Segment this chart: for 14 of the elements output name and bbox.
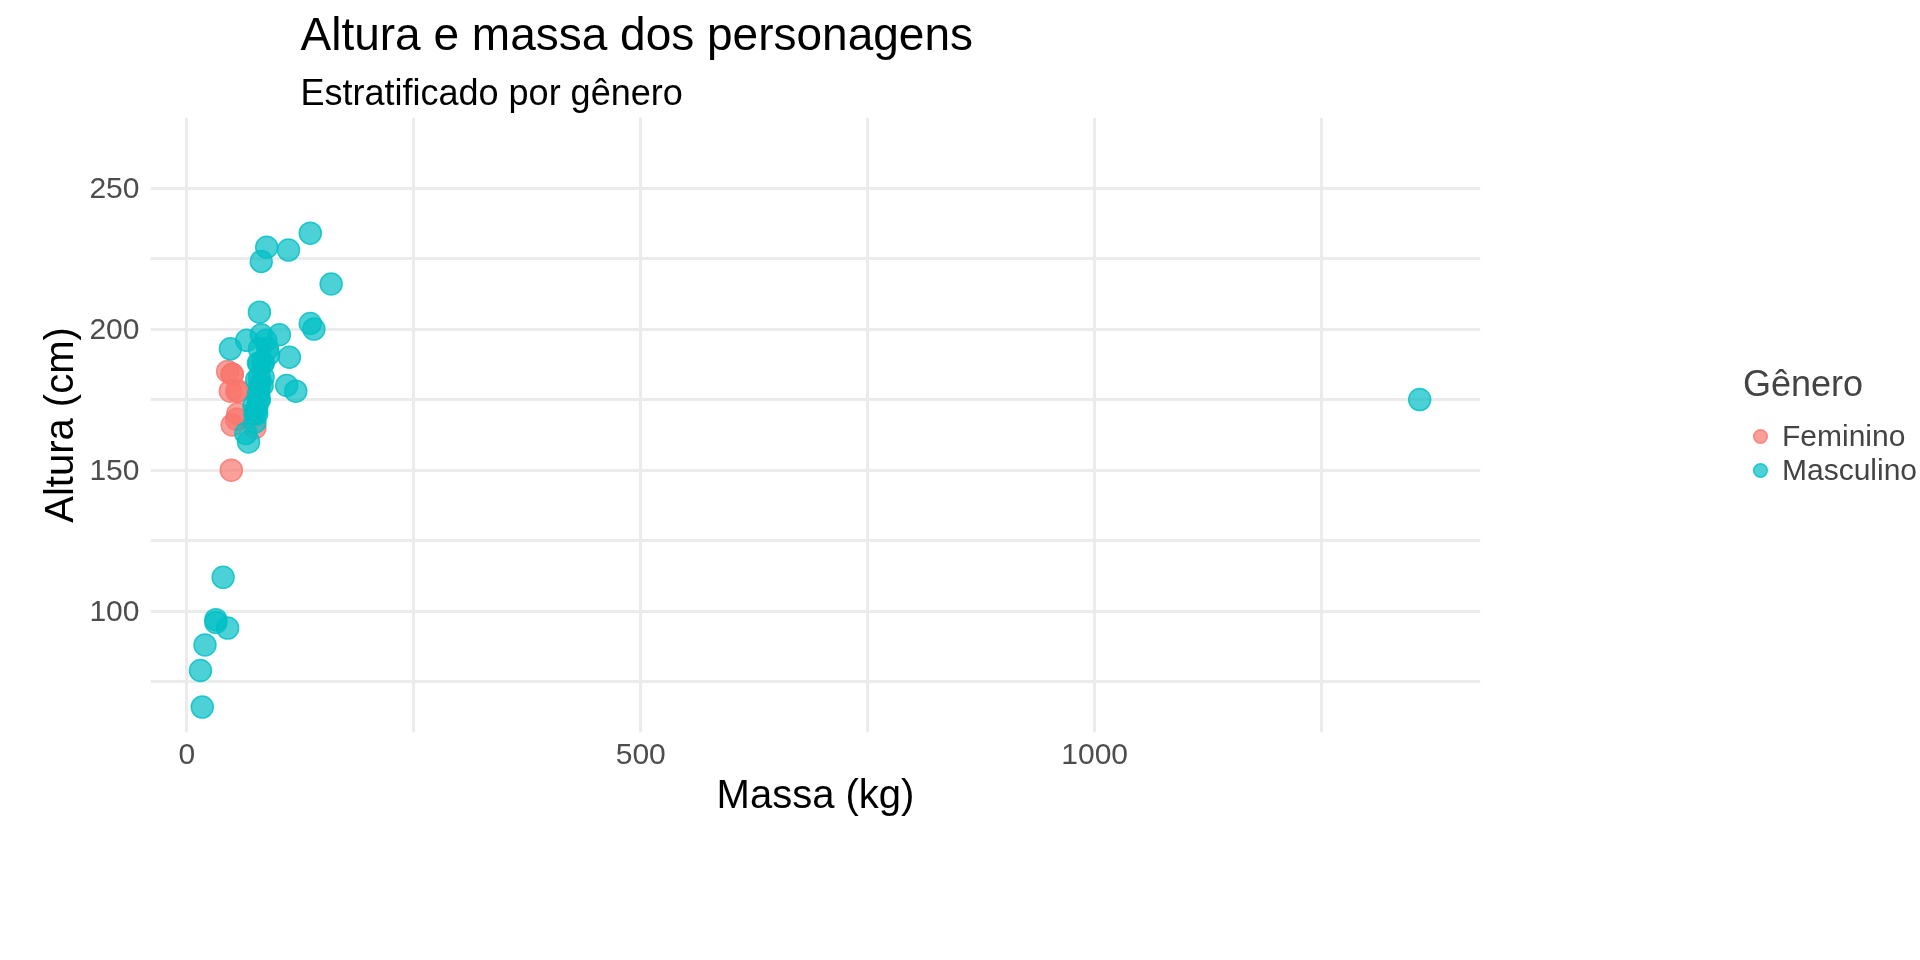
- legend-label: Feminino: [1781, 418, 1906, 453]
- y-tick-label: 150: [89, 453, 140, 487]
- y-tick-label: 250: [89, 171, 140, 205]
- y-axis-title: Altura (cm): [37, 327, 82, 523]
- chart-subtitle: Estratificado por gênero: [300, 71, 683, 113]
- x-tick-label: 0: [178, 736, 196, 770]
- x-tick-label: 500: [615, 736, 666, 770]
- y-tick-label: 100: [89, 594, 140, 628]
- x-axis-title: Massa (kg): [716, 771, 915, 816]
- x-tick-label: 1000: [1061, 736, 1129, 770]
- legend-title: Gênero: [1742, 362, 1865, 405]
- chart-title: Altura e massa dos personagens: [300, 7, 974, 60]
- y-tick-label: 200: [89, 312, 140, 346]
- legend-label: Masculino: [1781, 452, 1918, 487]
